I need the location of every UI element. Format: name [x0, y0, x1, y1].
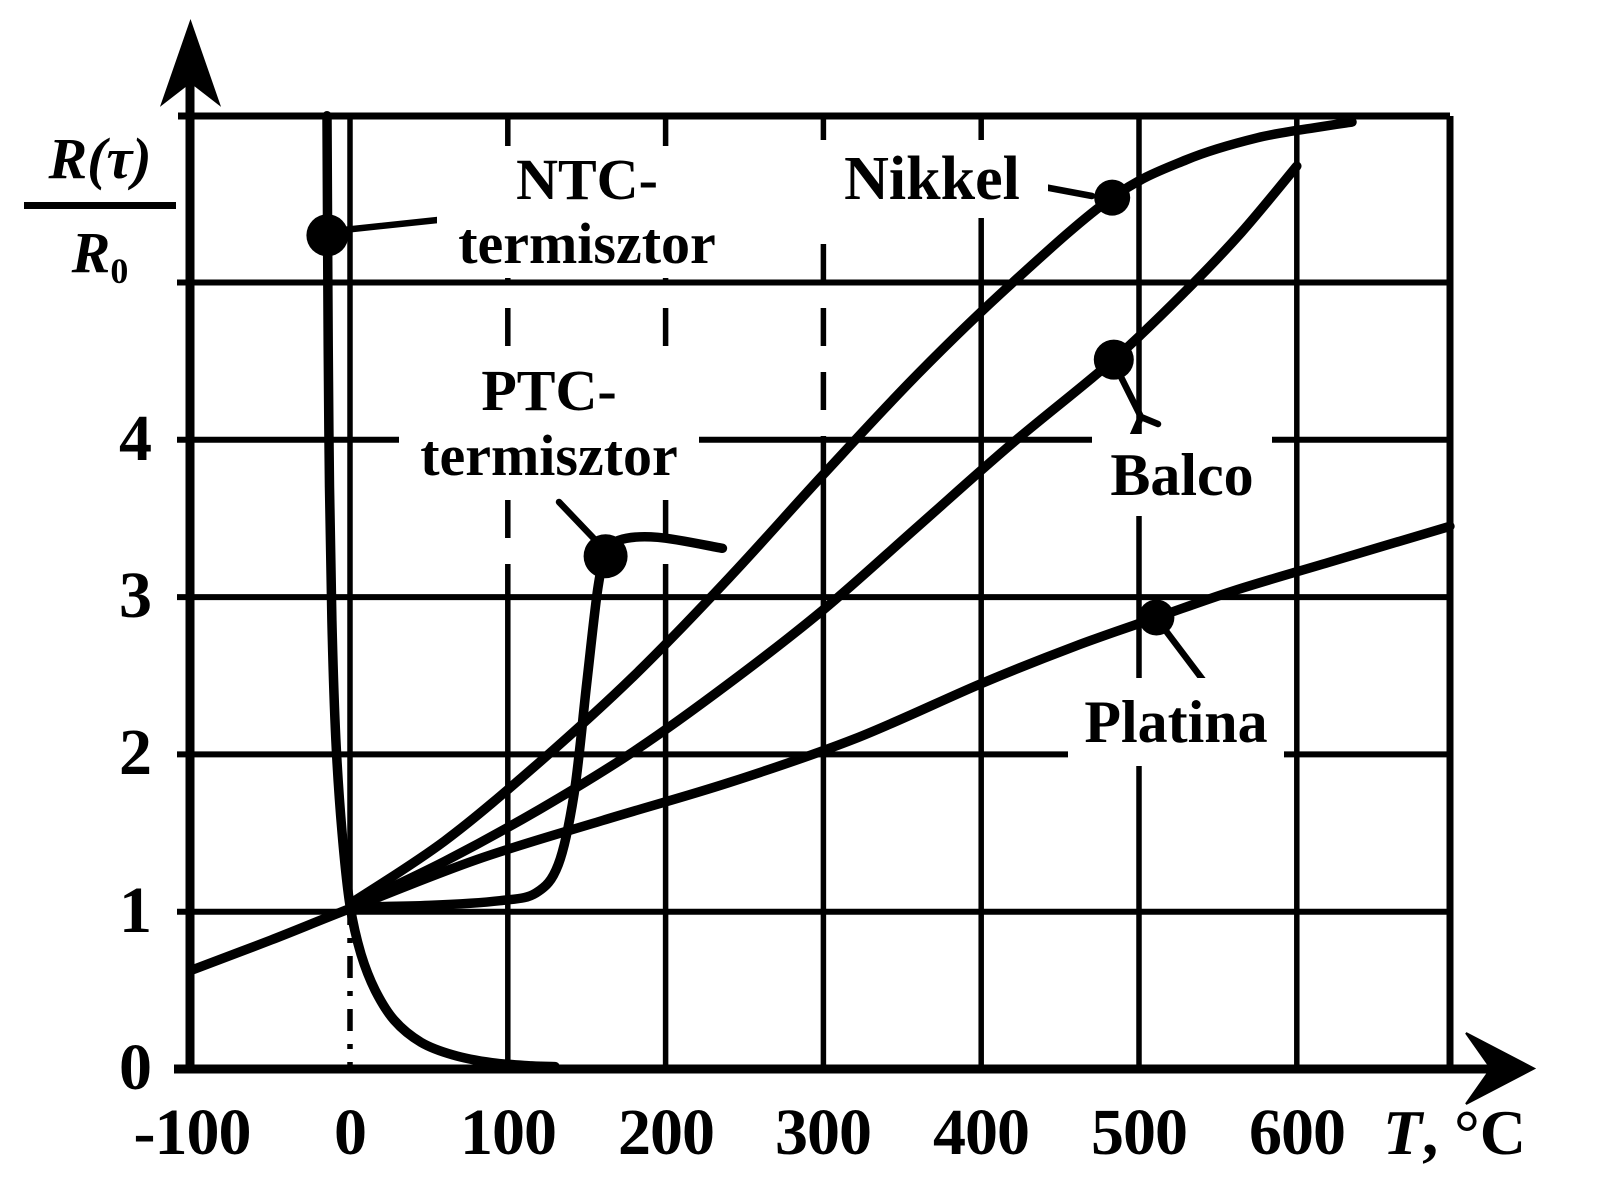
y-axis-label-numerator: R(τ)	[24, 116, 176, 209]
platina-curve	[187, 521, 1455, 975]
axes	[159, 18, 1537, 1105]
x-axis-arrow-icon	[1465, 1032, 1537, 1105]
y-tick-label: 1	[119, 874, 152, 947]
ptc-marker-dot	[583, 534, 628, 579]
balco-leader-fork	[1129, 413, 1145, 439]
y-tick-label: 4	[119, 402, 152, 475]
nikkel-curve	[345, 117, 1357, 909]
x-tick-label: 300	[775, 1096, 872, 1169]
platina-marker-dot	[1138, 599, 1175, 636]
x-tick-label: 600	[1249, 1096, 1346, 1169]
y-tick-label: 3	[119, 559, 152, 632]
gridlines	[177, 116, 1450, 1069]
nikkel-marker-dot	[1094, 179, 1131, 216]
x-tick-label: 100	[460, 1096, 557, 1169]
balco-curve	[345, 161, 1302, 912]
x-axis-label: T, °C	[1383, 1097, 1526, 1168]
y-axis-label-denominator: R0	[71, 220, 129, 291]
curves	[187, 111, 1455, 1072]
y-axis-label: R(τ) R0	[24, 116, 176, 293]
x-tick-label: 500	[1091, 1096, 1188, 1169]
platina-leader-line	[1159, 623, 1210, 688]
balco-marker-dot	[1093, 339, 1134, 380]
y-tick-label: 0	[119, 1031, 152, 1104]
ntc-leader-line	[330, 215, 451, 235]
ptc-curve-label: PTC- termisztor	[399, 356, 699, 490]
y-axis-arrow-icon	[159, 18, 222, 107]
x-tick-label: 200	[618, 1096, 715, 1169]
ntc-marker-dot	[306, 214, 349, 257]
curve-markers	[306, 179, 1175, 636]
platina-curve-label: Platina	[1068, 678, 1284, 766]
ntc-curve-label: NTC- termisztor	[437, 146, 737, 278]
plot-border	[178, 112, 1454, 1069]
nikkel-curve-label: Nikkel	[816, 140, 1048, 218]
ntc-curve	[322, 111, 560, 1072]
x-tick-label: 400	[933, 1096, 1030, 1169]
x-tick-label: -100	[133, 1096, 252, 1169]
x-tick-label: 0	[334, 1096, 367, 1169]
y-tick-label: 2	[119, 716, 152, 789]
balco-curve-label: Balco	[1092, 434, 1272, 516]
